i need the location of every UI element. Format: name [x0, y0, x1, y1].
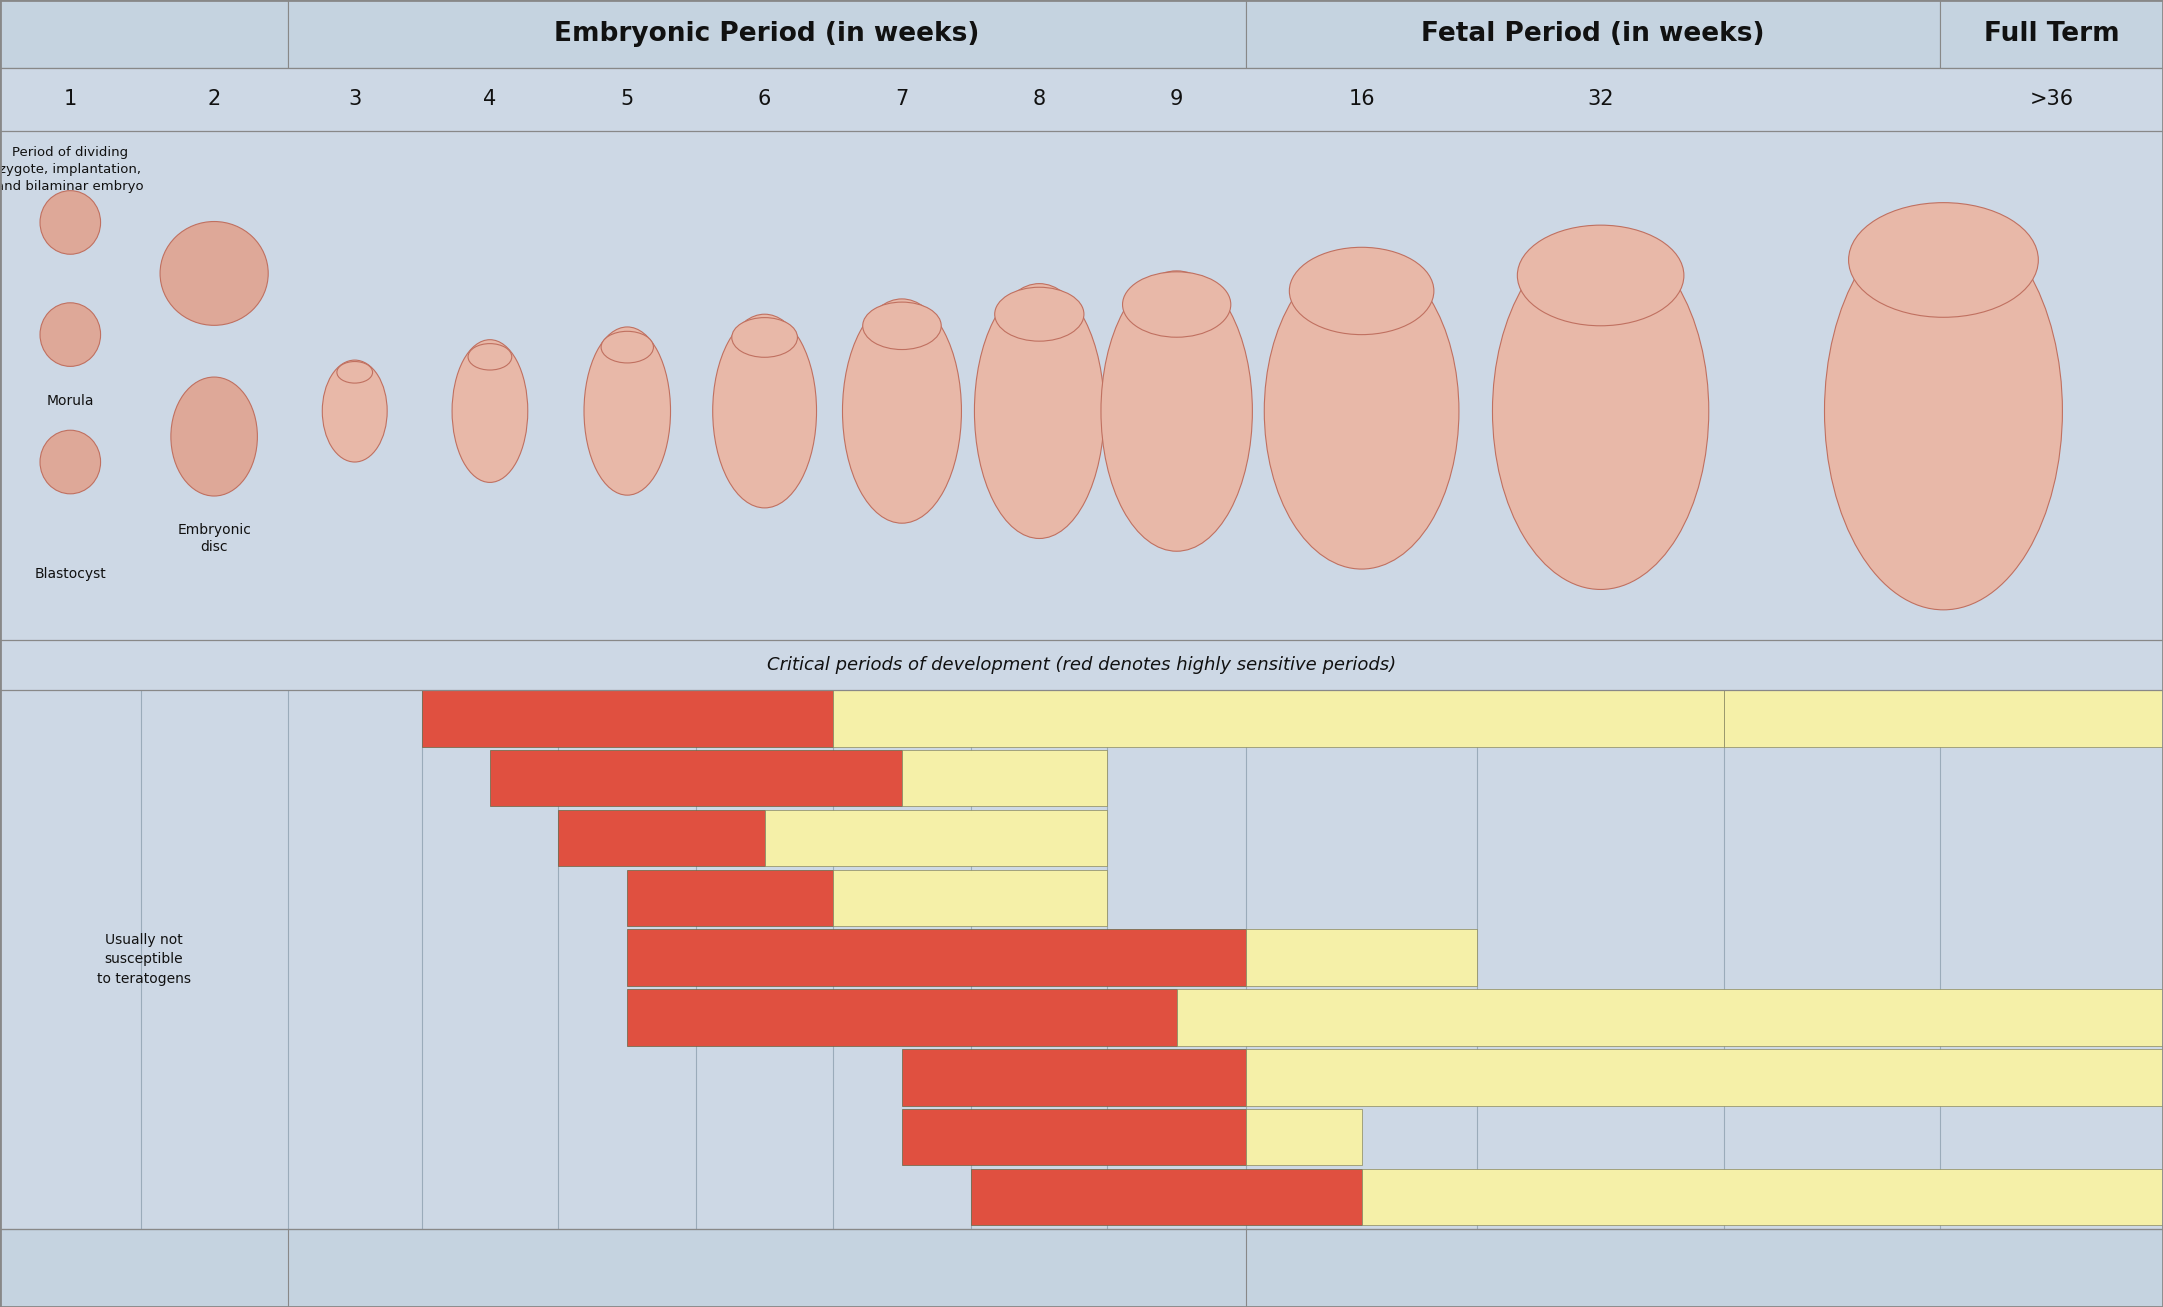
Ellipse shape [1849, 203, 2038, 318]
Text: Heart: Heart [984, 771, 1025, 786]
Bar [627, 929, 1246, 985]
Text: Enamel hypoplasia: Enamel hypoplasia [993, 1070, 1155, 1085]
Bar [0, 1229, 2163, 1307]
Ellipse shape [452, 340, 528, 482]
Text: 1: 1 [63, 89, 78, 110]
Ellipse shape [171, 376, 257, 497]
Text: 6: 6 [757, 89, 772, 110]
Ellipse shape [322, 361, 387, 463]
Bar [1246, 0, 1940, 68]
Ellipse shape [584, 327, 671, 495]
Text: Embryonic
disc: Embryonic disc [177, 523, 251, 554]
Ellipse shape [714, 314, 818, 508]
Text: 7: 7 [895, 89, 908, 110]
Text: Palate: Palate [1280, 1129, 1328, 1145]
Bar [489, 750, 902, 806]
Bar [1246, 1050, 2163, 1106]
Bar [902, 1050, 1246, 1106]
Text: Prenatal death: Prenatal death [69, 1259, 218, 1277]
Bar [902, 750, 1107, 806]
Text: Full Term: Full Term [1983, 21, 2120, 47]
Bar [833, 869, 1107, 927]
Bar [1724, 690, 2163, 746]
Bar [1177, 989, 2163, 1046]
Ellipse shape [467, 344, 513, 370]
Ellipse shape [39, 303, 99, 366]
Text: 8: 8 [1032, 89, 1047, 110]
Text: 32: 32 [1588, 89, 1614, 110]
Ellipse shape [844, 299, 960, 523]
Text: CNS: CNS [1927, 710, 1960, 728]
Text: 5: 5 [621, 89, 634, 110]
Text: Upper limb: Upper limb [893, 830, 978, 846]
Text: Amelia/meromelia: Amelia/meromelia [584, 830, 740, 846]
Bar [1246, 1108, 1361, 1166]
Text: Embryonic Period (in weeks): Embryonic Period (in weeks) [554, 21, 980, 47]
Bar [1246, 929, 1477, 985]
Text: 16: 16 [1348, 89, 1376, 110]
Bar [971, 1168, 1361, 1226]
Bar [902, 1108, 1246, 1166]
Text: Ears: Ears [1345, 950, 1378, 965]
Text: Physiologic defects and minor abnormalities: Physiologic defects and minor abnormalit… [1479, 1259, 1929, 1277]
Bar [0, 640, 2163, 690]
Ellipse shape [39, 430, 99, 494]
Text: External genitalia: External genitalia [1696, 1189, 1830, 1205]
Ellipse shape [337, 362, 372, 383]
Bar [0, 68, 2163, 131]
Ellipse shape [731, 318, 798, 357]
Bar [627, 989, 1177, 1046]
Text: Low-set malformed ears and deafness: Low-set malformed ears and deafness [787, 950, 1086, 965]
Text: Neural tube defects: Neural tube defects [543, 711, 712, 725]
Text: 2: 2 [208, 89, 221, 110]
Ellipse shape [1289, 247, 1434, 335]
Bar [0, 0, 288, 68]
Text: Lower limb: Lower limb [928, 890, 1012, 906]
Ellipse shape [863, 302, 941, 349]
Ellipse shape [601, 331, 653, 363]
Text: Fetal Period (in weeks): Fetal Period (in weeks) [1421, 21, 1765, 47]
Bar [627, 869, 833, 927]
Text: Usually not
susceptible
to teratogens: Usually not susceptible to teratogens [97, 933, 190, 985]
Text: Intellectual disability: Intellectual disability [1198, 711, 1358, 725]
Ellipse shape [1492, 233, 1709, 589]
Text: Masculinization: Masculinization [1099, 1189, 1233, 1205]
Ellipse shape [973, 284, 1105, 538]
Ellipse shape [995, 288, 1084, 341]
Text: Cleft palate: Cleft palate [1023, 1129, 1125, 1145]
Text: TA, ASD, VSD: TA, ASD, VSD [638, 771, 753, 786]
Bar [1940, 0, 2163, 68]
Text: Teeth: Teeth [1683, 1070, 1726, 1085]
Bar [422, 690, 833, 746]
Ellipse shape [1516, 225, 1683, 325]
Text: Major morphologic abnormalities: Major morphologic abnormalities [599, 1259, 934, 1277]
Bar [1361, 1168, 2163, 1226]
Ellipse shape [1101, 271, 1252, 552]
Ellipse shape [1826, 212, 2064, 610]
Text: >36: >36 [2029, 89, 2074, 110]
Text: Critical periods of development (red denotes highly sensitive periods): Critical periods of development (red den… [768, 656, 1395, 674]
Bar [766, 810, 1107, 867]
Text: 3: 3 [348, 89, 361, 110]
Text: Period of dividing
zygote, implantation,
and bilaminar embryo: Period of dividing zygote, implantation,… [0, 146, 145, 193]
Bar [0, 131, 2163, 640]
Text: Microphthalmia, cataracts, glaucoma: Microphthalmia, cataracts, glaucoma [757, 1010, 1047, 1025]
Bar [833, 690, 1724, 746]
Text: Eyes: Eyes [1653, 1010, 1687, 1025]
Text: Amelia/meromelia: Amelia/meromelia [653, 890, 807, 906]
Bar [558, 810, 766, 867]
Text: 4: 4 [482, 89, 497, 110]
Ellipse shape [39, 191, 99, 255]
Bar [288, 0, 1246, 68]
Ellipse shape [1263, 254, 1458, 569]
Ellipse shape [1123, 272, 1231, 337]
Text: Blastocyst: Blastocyst [35, 567, 106, 582]
Text: 9: 9 [1170, 89, 1183, 110]
Ellipse shape [160, 221, 268, 325]
Text: Morula: Morula [48, 393, 93, 408]
